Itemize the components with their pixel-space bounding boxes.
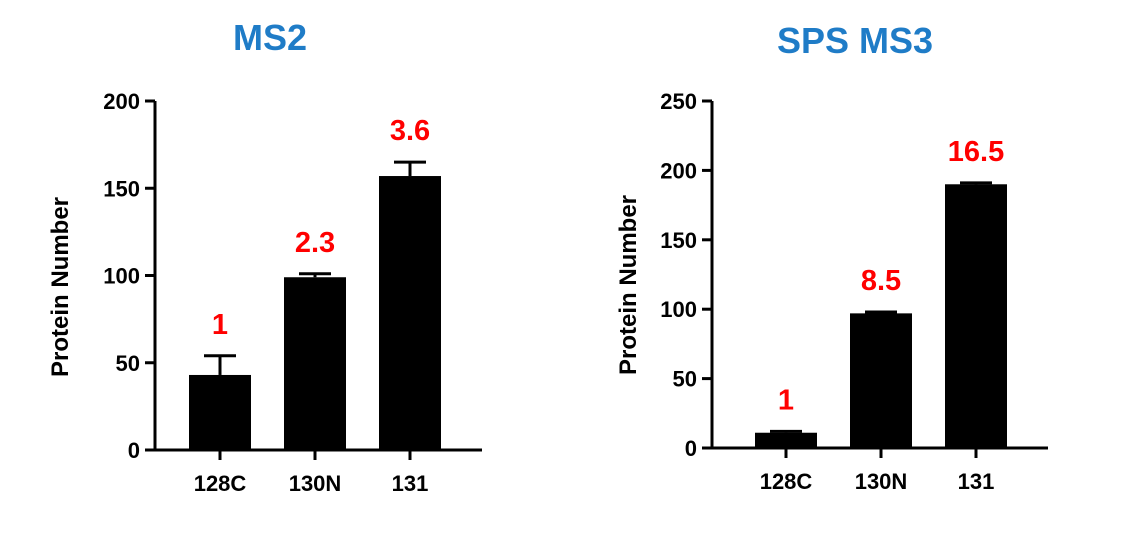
x-tick-label: 128C <box>194 471 247 496</box>
data-label: 2.3 <box>295 227 335 259</box>
chart-panel-ms2: MS2 Protein Number 1 128C 2.3 130N 3.6 131 0 50… <box>47 17 482 496</box>
data-label: 1 <box>212 309 228 341</box>
y-tick-label: 50 <box>116 351 140 376</box>
data-label: 3.6 <box>390 115 430 147</box>
plot-area: 1 128C 2.3 130N 3.6 131 0 50 100 150 200 <box>103 89 482 496</box>
bar-128c <box>755 432 817 448</box>
y-tick-label: 150 <box>103 176 140 201</box>
y-axis-label: Protein Number <box>615 195 642 375</box>
chart-panel-sps-ms3: SPS MS3 Protein Number 1128C8.5130N16.51… <box>615 20 1048 494</box>
bar-130n <box>850 313 912 448</box>
x-tick-label: 128C <box>760 469 813 494</box>
x-tick-label: 131 <box>392 471 429 496</box>
x-tick-label: 130N <box>855 469 908 494</box>
y-tick-label: 250 <box>660 89 697 114</box>
data-label: 8.5 <box>861 265 901 297</box>
y-tick-label: 0 <box>685 436 697 461</box>
chart-title: SPS MS3 <box>777 20 933 61</box>
bar-130n <box>284 277 346 450</box>
bar-131 <box>945 184 1007 448</box>
plot-area: 1 128C 8.5 130N 16.5 131 0 50 100 150 200 250 <box>660 89 1048 494</box>
x-tick-label: 130N <box>289 471 342 496</box>
y-tick-label: 50 <box>673 367 697 392</box>
data-label: 1 <box>778 384 794 416</box>
bar-128c <box>189 374 251 450</box>
y-tick-label: 0 <box>128 438 140 463</box>
y-axis-label: Protein Number <box>47 197 74 377</box>
x-tick-label: 131 <box>958 469 995 494</box>
data-label: 16.5 <box>948 136 1004 168</box>
y-tick-label: 200 <box>660 158 697 183</box>
y-tick-label: 100 <box>103 264 140 289</box>
y-tick-label: 200 <box>103 89 140 114</box>
y-tick-label: 150 <box>660 228 697 253</box>
chart-title: MS2 <box>233 17 307 58</box>
bar-131 <box>379 176 441 450</box>
y-tick-label: 100 <box>660 297 697 322</box>
